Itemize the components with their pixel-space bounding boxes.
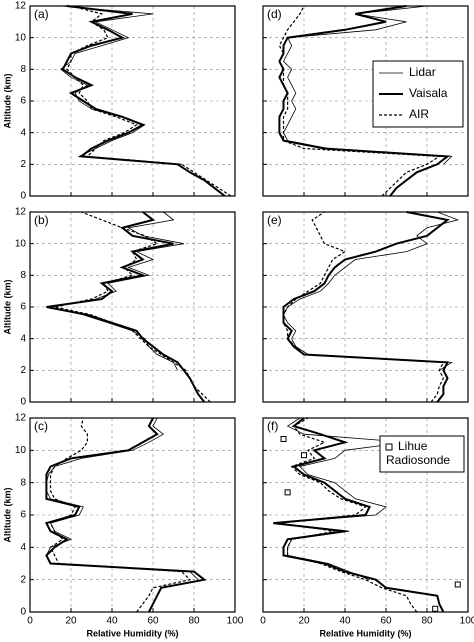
y-tick-label: 12: [15, 207, 27, 218]
y-axis-label: Altitude (km): [2, 487, 12, 542]
legend-label: Lidar: [409, 65, 436, 79]
x-axis-label: Relative Humidity (%): [319, 628, 411, 638]
x-tick-label: 0: [260, 616, 266, 627]
panel-label: (b): [34, 213, 49, 227]
y-tick-label: 8: [20, 64, 26, 75]
x-tick-label: 20: [65, 616, 77, 627]
y-axis-label: Altitude (km): [2, 73, 12, 128]
profile-line: [278, 5, 451, 197]
y-tick-label: 8: [20, 270, 26, 281]
x-axis-label: Relative Humidity (%): [86, 628, 178, 638]
x-tick-label: 100: [227, 616, 244, 627]
profile-line: [46, 211, 206, 403]
y-tick-label: 4: [20, 333, 26, 344]
x-tick-label: 80: [188, 616, 200, 627]
y-tick-label: 0: [20, 607, 26, 618]
x-tick-label: 80: [421, 616, 433, 627]
radiosonde-point: [301, 452, 307, 459]
y-tick-label: 12: [15, 413, 27, 424]
profile-line: [279, 417, 418, 613]
y-tick-label: 12: [15, 1, 27, 12]
plot-frame: [29, 211, 236, 403]
y-tick-label: 6: [20, 510, 26, 521]
y-tick-label: 10: [15, 238, 27, 249]
profile-line: [282, 211, 450, 403]
y-tick-label: 6: [20, 96, 26, 107]
plot-frame: [262, 211, 469, 403]
y-axis-label: Altitude (km): [2, 279, 12, 334]
y-tick-label: 6: [20, 302, 26, 313]
y-tick-label: 8: [20, 477, 26, 488]
panel-label: (f): [267, 419, 278, 433]
radiosonde-point: [432, 605, 439, 612]
x-tick-label: 20: [298, 616, 310, 627]
profile-line: [50, 211, 184, 371]
legend-label: AIR: [409, 107, 429, 121]
profile-line: [282, 211, 445, 403]
panel-label: (d): [267, 7, 282, 21]
x-tick-label: 40: [339, 616, 351, 627]
x-tick-label: 40: [106, 616, 118, 627]
profile-line: [49, 417, 192, 613]
legend-label: Lihue Radiosonde: [386, 439, 450, 467]
y-tick-label: 2: [20, 574, 26, 585]
profile-line: [45, 417, 199, 580]
panel-label: (a): [34, 7, 49, 21]
y-tick-label: 2: [20, 159, 26, 170]
y-tick-label: 2: [20, 365, 26, 376]
legend-box: [379, 435, 465, 473]
x-tick-label: 60: [380, 616, 392, 627]
profile-line: [54, 211, 211, 403]
y-tick-label: 10: [15, 445, 27, 456]
y-tick-label: 10: [15, 32, 27, 43]
profile-line: [283, 5, 453, 165]
plot-frame: [29, 417, 236, 613]
y-tick-label: 4: [20, 542, 26, 553]
panel-label: (e): [267, 213, 282, 227]
y-tick-label: 4: [20, 127, 26, 138]
x-tick-label: 0: [27, 616, 33, 627]
radiosonde-point: [280, 436, 287, 443]
profile-line: [60, 5, 182, 165]
legend-label: Vaisala: [409, 86, 448, 100]
plot-frame: [262, 5, 469, 197]
y-tick-label: 0: [20, 191, 26, 202]
profile-line: [278, 5, 442, 197]
legend-swatch: [385, 443, 393, 451]
profile-line: [273, 417, 445, 613]
radiosonde-point: [284, 489, 291, 496]
profile-line: [44, 417, 207, 613]
x-tick-label: 100: [460, 616, 474, 627]
profile-line: [283, 211, 460, 371]
x-tick-label: 60: [147, 616, 159, 627]
panel-label: (c): [34, 419, 48, 433]
plot-frame: [262, 417, 469, 613]
y-tick-label: 0: [20, 397, 26, 408]
plot-frame: [29, 5, 236, 197]
radiosonde-point: [454, 581, 461, 588]
